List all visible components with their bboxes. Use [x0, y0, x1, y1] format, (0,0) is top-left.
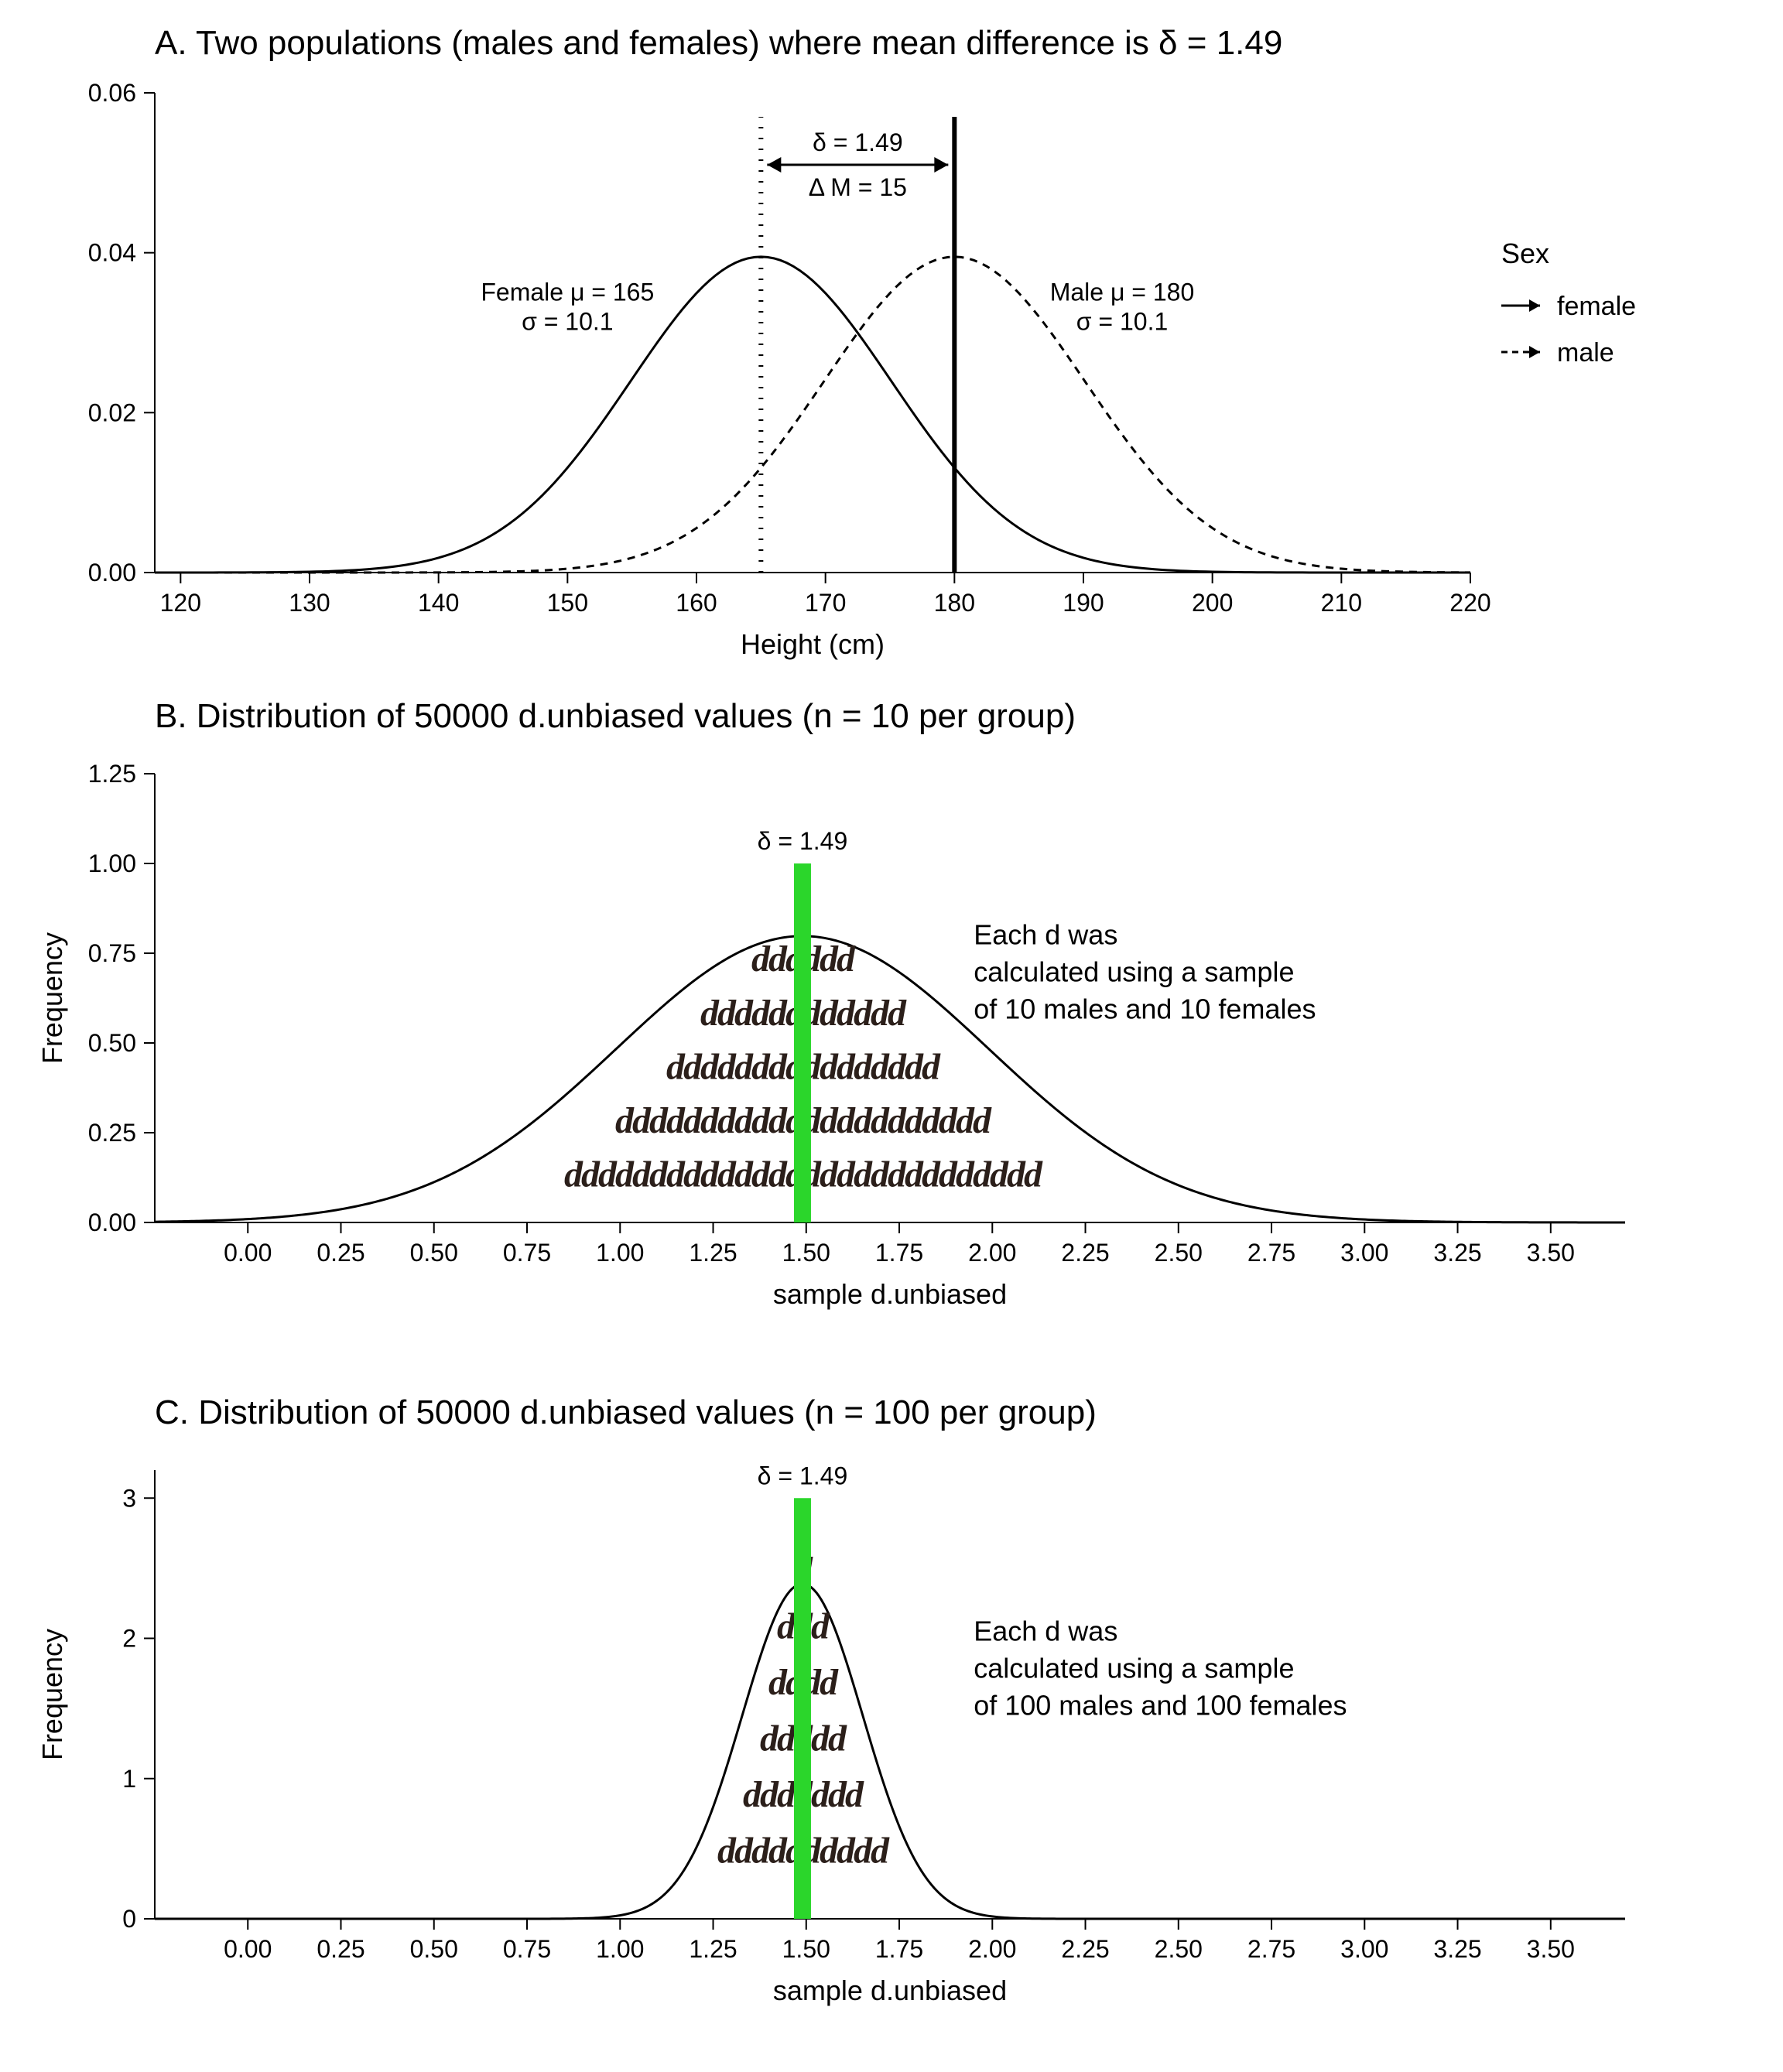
svg-text:0.75: 0.75 — [503, 1239, 551, 1267]
svg-text:1.50: 1.50 — [782, 1935, 830, 1963]
svg-text:3.25: 3.25 — [1433, 1935, 1481, 1963]
delta-bar — [794, 1498, 811, 1919]
x-axis-label: sample d.unbiased — [773, 1278, 1007, 1310]
svg-text:130: 130 — [289, 589, 330, 617]
svg-text:1.25: 1.25 — [88, 760, 136, 788]
svg-text:1.00: 1.00 — [88, 850, 136, 877]
panel-a-title: A. Two populations (males and females) w… — [155, 24, 1282, 62]
svg-text:120: 120 — [160, 589, 201, 617]
svg-text:0: 0 — [122, 1905, 136, 1933]
svg-text:190: 190 — [1063, 589, 1104, 617]
svg-text:0.25: 0.25 — [317, 1239, 364, 1267]
panel-c-title: C. Distribution of 50000 d.unbiased valu… — [155, 1393, 1097, 1431]
annotation-line: calculated using a sample — [974, 956, 1294, 987]
svg-text:2.50: 2.50 — [1155, 1935, 1203, 1963]
svg-text:170: 170 — [805, 589, 846, 617]
svg-text:0.04: 0.04 — [88, 239, 136, 267]
delta-label: δ = 1.49 — [813, 128, 903, 156]
male-mu-label: Male μ = 180 — [1050, 279, 1195, 306]
svg-text:160: 160 — [676, 589, 717, 617]
svg-text:1.75: 1.75 — [875, 1239, 923, 1267]
svg-text:0.25: 0.25 — [88, 1119, 136, 1147]
annotation-line: Each d was — [974, 1615, 1117, 1646]
svg-text:0.50: 0.50 — [410, 1935, 458, 1963]
density-curve — [155, 1584, 1625, 1919]
svg-text:1.75: 1.75 — [875, 1935, 923, 1963]
female-mu-label: Female μ = 165 — [481, 279, 654, 306]
svg-text:3.25: 3.25 — [1433, 1239, 1481, 1267]
svg-text:0.02: 0.02 — [88, 398, 136, 426]
svg-text:0.00: 0.00 — [224, 1239, 272, 1267]
svg-text:3.50: 3.50 — [1527, 1239, 1575, 1267]
svg-text:210: 210 — [1321, 589, 1362, 617]
legend-male: male — [1557, 338, 1614, 368]
svg-text:0.75: 0.75 — [88, 939, 136, 967]
annotation-line: of 100 males and 100 females — [974, 1689, 1347, 1721]
svg-text:2.75: 2.75 — [1247, 1935, 1295, 1963]
x-axis-label: Height (cm) — [741, 628, 885, 660]
annotation-line: of 10 males and 10 females — [974, 993, 1316, 1024]
svg-text:2.00: 2.00 — [968, 1935, 1016, 1963]
svg-text:3.50: 3.50 — [1527, 1935, 1575, 1963]
y-axis-label: Frequency — [36, 932, 68, 1064]
legend-female: female — [1557, 292, 1636, 321]
panel-a: A. Two populations (males and females) w… — [88, 24, 1636, 660]
delta-bar-label: δ = 1.49 — [758, 1462, 848, 1489]
svg-text:2.75: 2.75 — [1247, 1239, 1295, 1267]
annotation-line: calculated using a sample — [974, 1652, 1294, 1684]
svg-text:140: 140 — [418, 589, 459, 617]
svg-text:2.25: 2.25 — [1061, 1935, 1109, 1963]
svg-text:0.25: 0.25 — [317, 1935, 364, 1963]
svg-text:0.50: 0.50 — [410, 1239, 458, 1267]
svg-text:1.50: 1.50 — [782, 1239, 830, 1267]
delta-bar-label: δ = 1.49 — [758, 827, 848, 855]
figure-svg: A. Two populations (males and females) w… — [0, 0, 1783, 2072]
female-sigma-label: σ = 10.1 — [522, 308, 614, 336]
svg-text:1.00: 1.00 — [596, 1935, 644, 1963]
panel-c: C. Distribution of 50000 d.unbiased valu… — [36, 1393, 1625, 2006]
svg-text:200: 200 — [1192, 589, 1233, 617]
svg-text:2: 2 — [122, 1625, 136, 1653]
svg-text:3: 3 — [122, 1484, 136, 1512]
svg-text:180: 180 — [934, 589, 975, 617]
y-axis-label: Frequency — [36, 1629, 68, 1760]
delta-m-label: Δ M = 15 — [809, 173, 907, 201]
male-sigma-label: σ = 10.1 — [1076, 308, 1169, 336]
svg-text:1: 1 — [122, 1765, 136, 1793]
svg-text:2.25: 2.25 — [1061, 1239, 1109, 1267]
svg-text:3.00: 3.00 — [1340, 1935, 1388, 1963]
svg-text:3.00: 3.00 — [1340, 1239, 1388, 1267]
panel-b: B. Distribution of 50000 d.unbiased valu… — [36, 697, 1625, 1310]
svg-text:0.00: 0.00 — [224, 1935, 272, 1963]
svg-text:2.50: 2.50 — [1155, 1239, 1203, 1267]
svg-text:0.06: 0.06 — [88, 79, 136, 107]
legend-sex: Sex female male — [1501, 238, 1636, 368]
figure-page: A. Two populations (males and females) w… — [0, 0, 1783, 2072]
svg-text:1.25: 1.25 — [689, 1935, 737, 1963]
svg-text:0.00: 0.00 — [88, 559, 136, 586]
annotation-line: Each d was — [974, 918, 1117, 950]
svg-text:1.00: 1.00 — [596, 1239, 644, 1267]
legend-title: Sex — [1501, 238, 1549, 269]
svg-text:1.25: 1.25 — [689, 1239, 737, 1267]
svg-text:2.00: 2.00 — [968, 1239, 1016, 1267]
svg-text:220: 220 — [1449, 589, 1490, 617]
svg-text:150: 150 — [547, 589, 588, 617]
panel-b-title: B. Distribution of 50000 d.unbiased valu… — [155, 697, 1076, 735]
svg-text:0.50: 0.50 — [88, 1029, 136, 1057]
delta-bar — [794, 863, 811, 1222]
svg-text:0.00: 0.00 — [88, 1209, 136, 1236]
x-axis-label: sample d.unbiased — [773, 1975, 1007, 2006]
svg-text:0.75: 0.75 — [503, 1935, 551, 1963]
